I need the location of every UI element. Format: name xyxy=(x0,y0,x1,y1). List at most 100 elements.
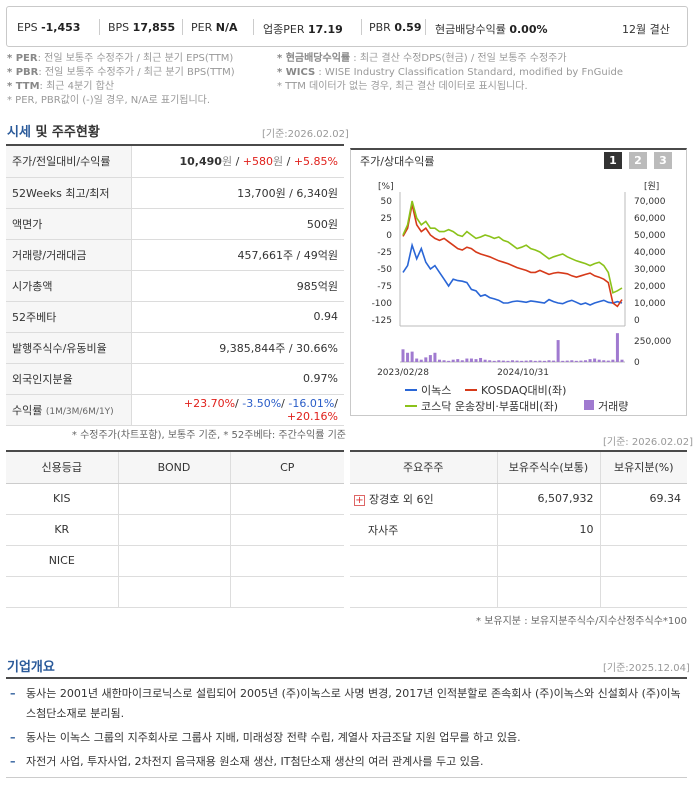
right-tick-label: 10,000 xyxy=(634,299,666,309)
holder-table: 주요주주 보유주식수(보통) 보유지분(%) + 장경호 외 6인 6,507,9… xyxy=(350,452,687,608)
volume-bar xyxy=(451,359,455,362)
left-tick-label: -100 xyxy=(372,299,393,309)
right-tick-label: 70,000 xyxy=(634,197,666,207)
volume-bar xyxy=(570,360,574,362)
holder-footnote: * 보유지분 : 보유지분주식수/지수산정주식수*100 xyxy=(476,616,687,627)
volume-tick-label: 0 xyxy=(634,358,640,368)
notes-right: * 현금배당수익률 : 최근 결산 수정DPS(현금) / 전일 보통주 수정주… xyxy=(277,53,623,92)
right-tick-label: 20,000 xyxy=(634,282,666,292)
legend-swatch xyxy=(584,400,594,410)
credit-header-grade: 신용등급 xyxy=(6,452,119,484)
dividend-yield: 현금배당수익률 0.00% xyxy=(435,23,548,36)
volume-bar xyxy=(447,360,451,362)
volume-bar xyxy=(488,360,492,362)
table-row xyxy=(350,576,687,608)
left-unit-label: [%] xyxy=(378,182,394,192)
series-line xyxy=(402,242,623,306)
volume-bar xyxy=(506,360,510,362)
right-unit-label: [원] xyxy=(644,181,659,192)
left-tick-label: 25 xyxy=(381,214,392,224)
chart-tab-3[interactable]: 3 xyxy=(654,152,672,169)
volume-bar xyxy=(401,349,405,362)
industry-per: 업종PER 17.19 xyxy=(263,23,343,36)
volume-bar xyxy=(511,360,514,362)
chart-tab-2[interactable]: 2 xyxy=(629,152,647,169)
list-item: – 동사는 이녹스 그룹의 지주회사로 그룹사 지배, 미래성장 전략 수립, 계… xyxy=(10,731,521,744)
credit-table: 신용등급 BOND CP KIS KR NICE xyxy=(6,452,344,608)
chart-tab-1[interactable]: 1 xyxy=(604,152,622,169)
volume-bar xyxy=(442,360,446,362)
table-row: 액면가 500원 xyxy=(6,208,344,240)
volume-bar xyxy=(419,359,423,362)
volume-bar xyxy=(483,359,487,362)
volume-bar xyxy=(552,360,556,362)
per: PER N/A xyxy=(191,21,238,34)
table-row: 52Weeks 최고/최저 13,700원 / 6,340원 xyxy=(6,177,344,209)
holder-header-shares: 보유주식수(보통) xyxy=(497,452,601,484)
chart-panel xyxy=(350,148,687,416)
right-tick-label: 40,000 xyxy=(634,248,666,258)
valuation-bar: EPS -1,453 BPS 17,855 PER N/A 업종PER 17.1… xyxy=(6,6,688,47)
company-base-date: [기준:2025.12.04] xyxy=(603,663,690,674)
legend-item: 거래량 xyxy=(598,400,628,413)
series-line xyxy=(402,204,623,308)
holder-header-pct: 보유지분(%) xyxy=(600,452,687,484)
chart-title: 주가/상대수익률 xyxy=(360,155,435,168)
list-item: – 자전거 사업, 투자사업, 2차전지 음극재용 원소재 생산, IT첨단소재 … xyxy=(10,755,484,768)
left-tick-label: -125 xyxy=(372,316,392,326)
table-row: 외국인지분율 0.97% xyxy=(6,363,344,395)
table-row: 주가/전일대비/수익률 10,490원 / +580원 / +5.85% xyxy=(6,146,344,178)
settlement-month: 12월 결산 xyxy=(622,23,670,36)
volume-bar xyxy=(501,360,505,362)
company-section-title: 기업개요 xyxy=(7,660,55,675)
volume-bar xyxy=(465,358,469,362)
volume-bar xyxy=(533,360,537,362)
eps: EPS -1,453 xyxy=(17,21,81,34)
price-chart: [%] [원] 50 25 0 -25 -50 -75 -100 -125 70,000 60,000… xyxy=(372,181,672,413)
table-row: NICE xyxy=(6,545,344,577)
volume-bar xyxy=(474,359,478,362)
volume-bar xyxy=(410,351,414,362)
x-tick-label: 2023/02/28 xyxy=(377,368,429,378)
volume-bar xyxy=(602,360,606,362)
table-row: 거래량/거래대금 457,661주 / 49억원 xyxy=(6,239,344,271)
volume-bar xyxy=(497,360,501,362)
table-row xyxy=(350,545,687,577)
left-tick-label: 0 xyxy=(386,231,392,241)
left-tick-label: -50 xyxy=(377,265,392,275)
left-tick-label: -25 xyxy=(377,248,392,258)
volume-bar xyxy=(433,352,437,362)
pbr: PBR 0.59 xyxy=(369,21,422,34)
volume-bar xyxy=(593,358,597,362)
bps: BPS 17,855 xyxy=(108,21,176,34)
volume-tick-label: 250,000 xyxy=(634,337,671,347)
right-tick-label: 0 xyxy=(634,316,640,326)
table-row xyxy=(6,576,344,608)
volume-bar xyxy=(611,359,615,362)
credit-header-cp: CP xyxy=(230,452,344,484)
volume-bar xyxy=(428,355,432,362)
x-tick-label: 2024/10/31 xyxy=(497,368,549,378)
volume-bar xyxy=(620,359,624,362)
right-tick-label: 50,000 xyxy=(634,231,666,241)
market-base-date: [기준:2026.02.02] xyxy=(262,129,349,140)
table-row: 52주베타 0.94 xyxy=(6,301,344,333)
market-footnote: * 수정주가(차트포함), 보통주 기준, * 52주베타: 주간수익률 기준 xyxy=(71,430,346,441)
expand-button[interactable]: + xyxy=(354,494,365,506)
volume-bar xyxy=(584,360,587,362)
volume-bar xyxy=(492,360,496,362)
volume-bar xyxy=(415,358,419,362)
table-row: KIS xyxy=(6,483,344,515)
volume-bar xyxy=(469,358,473,362)
table-row: KR xyxy=(6,514,344,546)
company-description: – 동사는 2001년 새한마이크로닉스로 설립되어 2005년 (주)이녹스로 … xyxy=(10,684,686,772)
notes-left: * PER: 전일 보통주 수정주가 / 최근 분기 EPS(TTM) * PB… xyxy=(7,53,235,106)
list-item: – 동사는 2001년 새한마이크로닉스로 설립되어 2005년 (주)이녹스로 … xyxy=(10,687,681,720)
holder-base-date: [기준: 2026.02.02] xyxy=(603,437,694,448)
left-tick-label: 50 xyxy=(381,197,393,207)
volume-bar xyxy=(588,359,592,362)
market-table: 주가/전일대비/수익률 10,490원 / +580원 / +5.85% 52W… xyxy=(6,146,344,426)
legend-item: KOSDAQ대비(좌) xyxy=(481,384,566,397)
holder-header-name: 주요주주 xyxy=(350,452,498,484)
volume-bar xyxy=(460,360,464,362)
